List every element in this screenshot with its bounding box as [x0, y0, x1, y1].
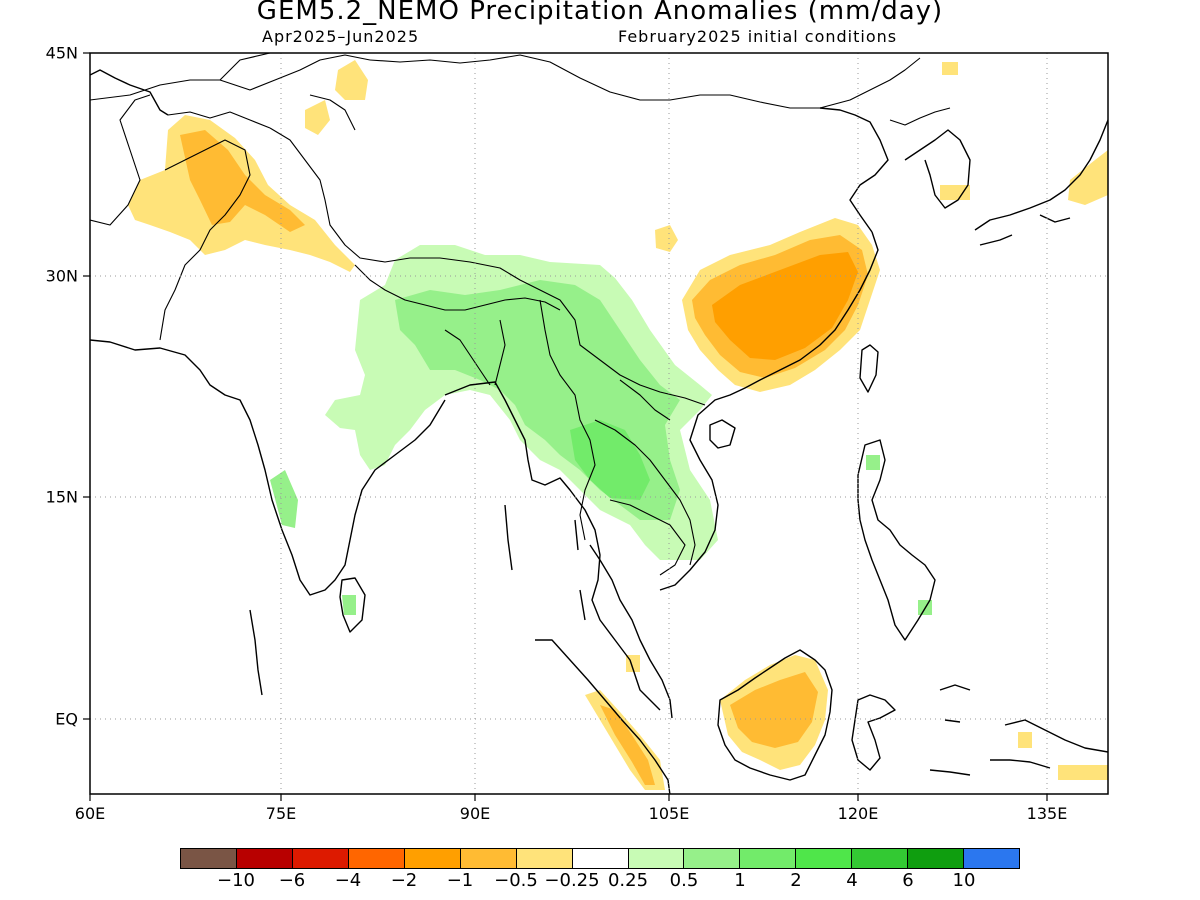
dry-anomaly-north [305, 60, 368, 135]
border-thailand-cambodia [609, 499, 686, 576]
coastlines [90, 69, 1108, 794]
border-myanmar [539, 299, 596, 541]
coast-taiwan [859, 344, 879, 393]
axis-ticks [83, 52, 1048, 801]
x-tick-label: 105E [648, 804, 690, 823]
legend-swatch [796, 849, 853, 868]
legend-tick-label: −0.25 [544, 870, 600, 891]
border-afghanistan-pakistan [159, 139, 251, 341]
border-india-nepal-bhutan [354, 264, 561, 311]
coast-china-north [819, 107, 889, 233]
legend-tick-label: −0.5 [494, 870, 538, 891]
legend-swatch [292, 849, 349, 868]
legend-tick-label: 0.25 [607, 870, 649, 891]
y-tick-label: 45N [45, 43, 78, 63]
dry-anomaly-se-china-inner [712, 252, 858, 360]
border-central-asia [90, 54, 371, 129]
legend-swatch [516, 849, 573, 868]
x-tick-label: 90E [459, 804, 491, 823]
coast-borneo [717, 649, 833, 781]
legend-tick-label: 6 [902, 870, 914, 891]
legend-swatch [404, 849, 461, 868]
legend-tick-label: 1 [734, 870, 746, 891]
coast-philippines [857, 439, 936, 641]
border-laos-vietnam [594, 379, 696, 566]
map-title: GEM5.2_NEMO Precipitation Anomalies (mm/… [256, 0, 944, 26]
legend-swatch [236, 849, 293, 868]
coast-andaman [504, 504, 586, 621]
legend-swatch [852, 849, 909, 868]
legend-tick-label: −1 [446, 870, 474, 891]
coast-arabia-iran [90, 69, 169, 116]
x-tick-label: 120E [837, 804, 879, 823]
dry-anomaly-borneo-core [730, 672, 818, 748]
initial-conditions: February2025 initial conditions [618, 27, 898, 46]
legend-swatch [684, 849, 741, 868]
coast-indonesia-east [929, 684, 1010, 776]
y-tick-label: EQ [55, 709, 78, 729]
dry-anomaly-tibet-small [655, 225, 678, 252]
legend-tick-label: −6 [278, 870, 306, 891]
coast-indochina [659, 231, 879, 591]
y-tick-label: 15N [45, 487, 78, 507]
map-frame [89, 52, 1109, 795]
coast-sulawesi [851, 694, 896, 771]
coast-malay-peninsula [589, 544, 673, 719]
y-tick-label: 30N [45, 266, 78, 286]
border-north-korea [889, 107, 951, 126]
legend-tick-label: −10 [217, 870, 255, 891]
border-mongolia [369, 54, 921, 109]
legend-swatch [740, 849, 797, 868]
dry-anomaly-pakistan-core [180, 130, 305, 232]
border-kazakhstan [219, 53, 356, 131]
border-iran-afghanistan [90, 94, 151, 226]
legend-swatch [572, 849, 629, 868]
border-bangladesh [444, 319, 506, 386]
border-china-west [269, 127, 706, 406]
legend-tick-label: −4 [334, 870, 362, 891]
coast-srilanka [339, 577, 366, 633]
borders [90, 53, 951, 576]
legend-tick-label: 4 [846, 870, 858, 891]
dry-anomaly-sumatra-core [600, 705, 655, 785]
legend-tick-label: 0.5 [669, 870, 699, 891]
legend-swatch [964, 849, 1020, 868]
coast-japan [974, 119, 1108, 246]
legend-tick-label: −2 [390, 870, 418, 891]
x-tick-label: 60E [74, 804, 106, 823]
legend-swatch [181, 849, 237, 868]
legend-tick-label: 2 [790, 870, 802, 891]
coast-hainan [709, 419, 736, 449]
legend-tick-label: 10 [952, 870, 976, 891]
coast-new-guinea [1004, 719, 1108, 769]
coast-maldives [249, 609, 263, 696]
legend-swatch [908, 849, 965, 868]
x-tick-label: 75E [265, 804, 297, 823]
legend-swatch [628, 849, 685, 868]
coast-bay-of-bengal [444, 381, 661, 711]
coast-sumatra [535, 639, 671, 794]
color-legend [180, 848, 1020, 869]
legend-swatch [460, 849, 517, 868]
forecast-period: Apr2025–Jun2025 [262, 27, 420, 46]
coast-korea [904, 129, 971, 209]
legend-swatch [348, 849, 405, 868]
coast-india-west [90, 339, 446, 596]
x-tick-label: 135E [1026, 804, 1068, 823]
grid-lines [90, 53, 1108, 794]
